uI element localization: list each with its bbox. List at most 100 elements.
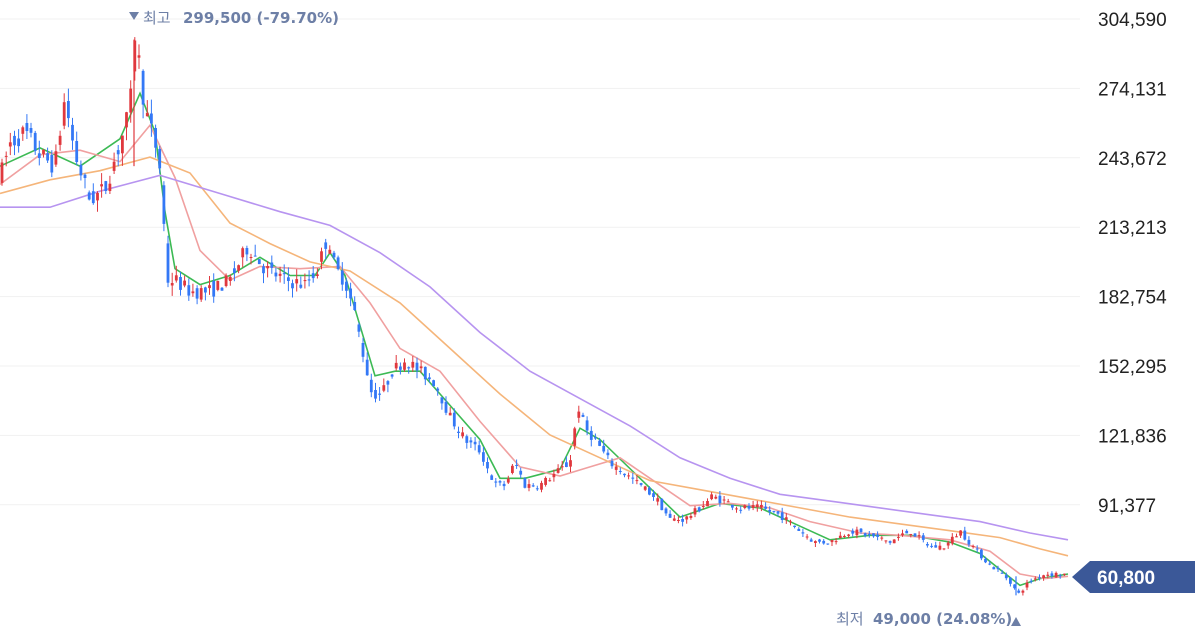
- candle: [116, 145, 120, 167]
- candle: [415, 357, 419, 379]
- candle-body: [1009, 577, 1012, 584]
- candle-body: [589, 430, 593, 440]
- candle: [838, 531, 842, 539]
- candle: [71, 117, 74, 150]
- candle: [805, 534, 809, 540]
- candle: [714, 494, 718, 500]
- candle: [440, 397, 444, 410]
- candle: [809, 537, 813, 542]
- candle-body: [25, 123, 29, 131]
- candle: [498, 480, 502, 486]
- moving-average-line-4: [0, 174, 1069, 541]
- candle: [403, 358, 406, 372]
- candle: [494, 478, 498, 488]
- candle-body: [353, 302, 357, 310]
- candle-body: [544, 478, 547, 485]
- candle: [270, 255, 274, 274]
- candle-body: [166, 243, 170, 283]
- candle-body: [863, 533, 867, 536]
- candle-body: [403, 362, 406, 370]
- candle-body: [54, 151, 58, 165]
- candle-body: [656, 498, 660, 502]
- candle-body: [465, 436, 469, 443]
- candle-body: [1050, 573, 1054, 576]
- candle: [606, 449, 610, 459]
- candle: [121, 135, 124, 166]
- candle-body: [1017, 590, 1021, 593]
- candle: [448, 407, 452, 416]
- candle: [909, 533, 913, 538]
- candle-body: [726, 501, 730, 503]
- candle: [581, 412, 585, 418]
- candle: [963, 526, 967, 541]
- candle: [1063, 573, 1066, 576]
- candle-body: [303, 280, 307, 282]
- candle-body: [195, 288, 199, 299]
- candle-body: [834, 541, 838, 543]
- y-tick-label: 121,836: [1098, 426, 1167, 447]
- high-value: 299,500 (-79.70%): [183, 9, 339, 27]
- candle-body: [469, 440, 473, 443]
- candle-body: [731, 504, 734, 508]
- candle-body: [971, 546, 975, 547]
- candle-body: [448, 412, 452, 416]
- y-tick-label: 91,377: [1098, 496, 1156, 517]
- candle-body: [838, 535, 842, 539]
- candle: [685, 515, 689, 524]
- candle-body: [519, 470, 523, 475]
- candle: [747, 503, 751, 511]
- candle-body: [735, 508, 738, 510]
- candle: [950, 533, 954, 546]
- candle: [502, 480, 506, 491]
- candle-body: [660, 498, 664, 511]
- candle: [295, 269, 299, 292]
- candle: [859, 528, 863, 534]
- candle: [1021, 589, 1025, 596]
- candle: [930, 543, 933, 549]
- candle-body: [942, 548, 946, 550]
- candle-body: [299, 284, 303, 288]
- candle-body: [581, 414, 585, 417]
- candle: [374, 382, 377, 403]
- candle-body: [336, 257, 340, 270]
- candle-body: [33, 132, 37, 151]
- candle: [324, 238, 328, 260]
- candle: [245, 245, 249, 262]
- candle-body: [963, 530, 967, 540]
- candle: [523, 477, 527, 489]
- candle-body: [797, 528, 801, 531]
- candle-body: [598, 440, 601, 446]
- candle: [971, 544, 975, 549]
- low-value: 49,000 (24.08%): [873, 610, 1012, 628]
- candle: [1046, 571, 1050, 579]
- candle-body: [407, 367, 411, 369]
- candle-body: [892, 539, 896, 544]
- candle: [656, 493, 660, 506]
- candle-body: [37, 153, 41, 158]
- candle-body: [1058, 575, 1062, 577]
- candle: [984, 556, 987, 564]
- candle-body: [1046, 574, 1050, 576]
- candle: [793, 525, 796, 529]
- candle-body: [137, 55, 141, 58]
- candle-body: [672, 518, 676, 521]
- candle-body: [228, 276, 232, 281]
- candle-body: [150, 113, 153, 124]
- candle-body: [643, 486, 647, 490]
- candle: [21, 125, 25, 141]
- candle-body: [1025, 582, 1029, 588]
- candle: [681, 514, 684, 527]
- candle: [577, 405, 581, 423]
- candle: [303, 273, 307, 289]
- candle-body: [374, 390, 377, 399]
- candle: [328, 245, 332, 254]
- candle: [602, 439, 606, 454]
- candle: [901, 529, 904, 537]
- candle-body: [224, 275, 228, 286]
- candle-body: [21, 127, 25, 134]
- candle-body: [946, 542, 950, 546]
- candle: [457, 426, 460, 439]
- candle-body: [133, 40, 137, 72]
- candle-body: [959, 530, 962, 536]
- grid-lines: [0, 18, 1080, 506]
